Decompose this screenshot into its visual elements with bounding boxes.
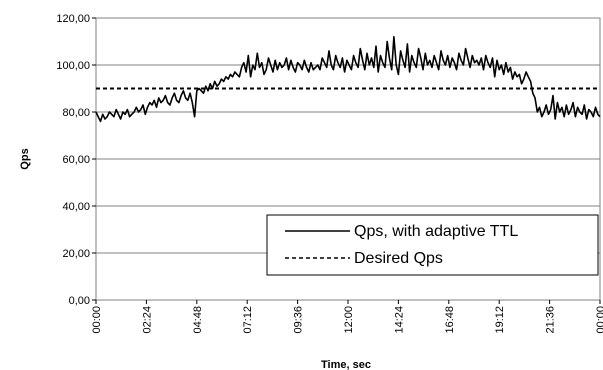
x-tick-label: 07:12 [242, 306, 254, 334]
series-adaptive-ttl-line [95, 35, 601, 123]
y-tick-label: 100,00 [56, 60, 90, 72]
x-tick-label: 16:48 [444, 306, 456, 334]
x-tick-label: 04:48 [192, 306, 204, 334]
x-tick-label: 19:12 [494, 306, 506, 334]
series-layer [95, 35, 601, 123]
y-tick-label: 0,00 [69, 295, 90, 307]
legend-entry-adaptive-ttl: Qps, with adaptive TTL [354, 223, 518, 240]
y-tick-label: 80,00 [62, 107, 90, 119]
legend: Qps, with adaptive TTL Desired Qps [266, 214, 599, 276]
y-axis-label: Qps [19, 148, 31, 169]
x-tick-label: 02:24 [141, 306, 153, 334]
legend-box [266, 214, 599, 276]
x-tick-label: 12:00 [343, 306, 355, 334]
y-tick-label: 120,00 [56, 13, 90, 25]
y-tick-label: 40,00 [62, 201, 90, 213]
x-tick-label: 21:36 [545, 306, 557, 334]
legend-entry-desired-qps: Desired Qps [354, 250, 443, 267]
x-tick-label: 00:00 [595, 306, 603, 334]
x-axis-ticks: 00:00 02:24 04:48 07:12 09:36 12:00 14:24 16:48… [91, 300, 603, 334]
x-tick-label: 14:24 [393, 306, 405, 334]
x-tick-label: 00:00 [91, 306, 103, 334]
y-tick-label: 20,00 [62, 248, 90, 260]
x-tick-label: 09:36 [293, 306, 305, 334]
x-axis-label: Time, sec [321, 359, 371, 370]
y-axis-ticks: 0,00 20,00 40,00 60,00 80,00 100,00 120,00 [56, 13, 96, 307]
y-tick-label: 60,00 [62, 154, 90, 166]
